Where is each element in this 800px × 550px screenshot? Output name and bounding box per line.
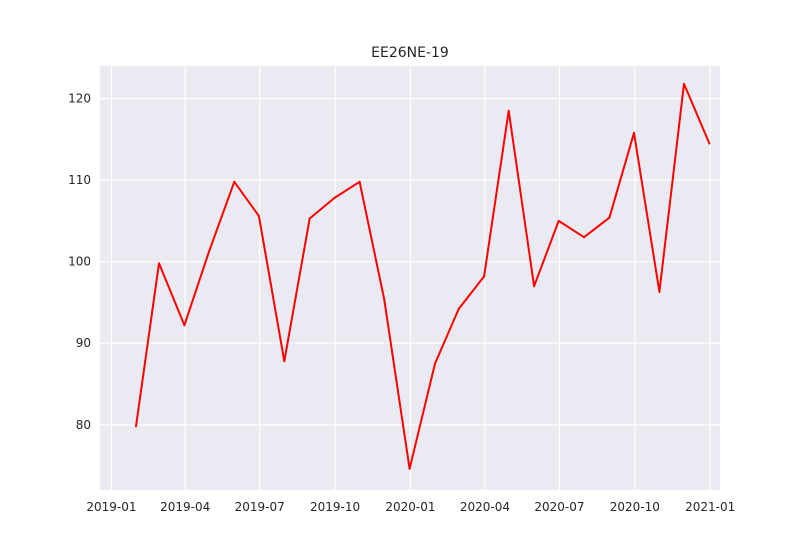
series-layer [135,82,711,470]
data-point [633,131,636,134]
tick-labels: 2019-01 2019-04 2019-07 2019-10 2020-01 2020-… [68,92,735,514]
data-point [257,215,260,218]
data-point [358,180,361,183]
series-line [135,82,711,470]
data-point [533,285,536,288]
data-point [283,360,286,363]
data-point [157,262,160,265]
data-point [682,82,685,85]
data-point [457,307,460,310]
chart-title: EE26NE-19 [371,45,449,61]
y-tick-label: 80 [76,418,91,432]
data-point [608,216,611,219]
data-point [233,180,236,183]
data-point [433,362,436,365]
data-point [135,425,138,428]
x-tick-label: 2020-01 [385,500,435,514]
data-point [333,197,336,200]
data-point [207,250,210,253]
x-tick-label: 2020-10 [610,500,660,514]
data-point [483,275,486,278]
data-point [408,467,411,470]
x-tick-label: 2020-07 [534,500,584,514]
x-tick-label: 2019-10 [310,500,360,514]
x-tick-label: 2019-04 [160,500,210,514]
x-tick-label: 2019-01 [86,500,136,514]
y-tick-label: 110 [68,173,91,187]
data-point [708,142,711,145]
data-point [383,298,386,301]
data-point [507,109,510,112]
x-tick-label: 2019-07 [235,500,285,514]
data-point [583,236,586,239]
data-point [658,290,661,293]
data-point [308,217,311,220]
x-tick-label: 2020-04 [460,500,510,514]
y-tick-label: 120 [68,92,91,106]
data-point [183,324,186,327]
y-tick-label: 100 [68,255,91,269]
x-tick-label: 2021-01 [685,500,735,514]
data-point [557,219,560,222]
y-tick-label: 90 [76,336,91,350]
